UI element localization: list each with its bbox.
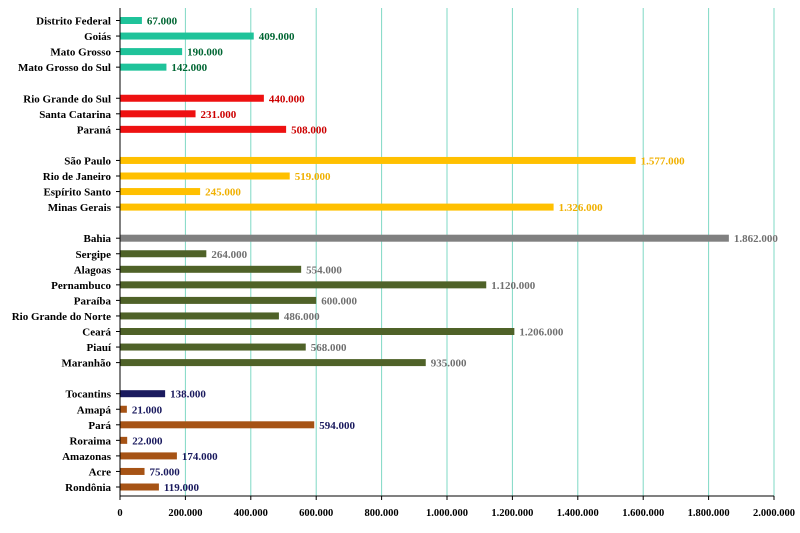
category-label: Maranhão [62, 358, 112, 370]
x-tick-label: 1.800.000 [688, 508, 730, 519]
value-label: 119.000 [164, 482, 200, 494]
bar [120, 281, 487, 289]
value-label: 935.000 [431, 358, 467, 370]
x-tick-label: 0 [117, 508, 122, 519]
bar [120, 405, 127, 413]
value-label: 264.000 [211, 249, 247, 261]
value-label: 22.000 [132, 435, 163, 447]
x-tick-label: 2.000.000 [753, 508, 795, 519]
bar [120, 265, 302, 273]
value-label: 245.000 [205, 187, 241, 199]
category-label: São Paulo [64, 155, 111, 167]
value-label: 138.000 [170, 389, 206, 401]
x-tick-label: 1.400.000 [557, 508, 599, 519]
category-label: Bahia [83, 233, 111, 245]
value-label: 486.000 [284, 311, 320, 323]
value-label: 1.577.000 [641, 155, 686, 167]
bar [120, 203, 554, 211]
bar [120, 359, 426, 367]
category-label: Roraima [69, 435, 111, 447]
category-label: Minas Gerais [48, 202, 112, 214]
x-axis: 0 200.000 400.000 600.000 800.000 1.000.000 1.… [116, 8, 795, 519]
bar [120, 296, 317, 304]
gridlines [184, 8, 775, 496]
value-label: 508.000 [291, 124, 327, 136]
bar [120, 94, 264, 102]
category-label: Pernambuco [51, 280, 111, 292]
bar [120, 312, 279, 320]
x-tick-label: 200.000 [168, 508, 202, 519]
value-label: 174.000 [182, 451, 218, 463]
category-label: Rondônia [65, 482, 111, 494]
bar [120, 328, 515, 335]
bar [120, 172, 290, 180]
category-label: Mato Grosso do Sul [18, 62, 111, 74]
bar [120, 421, 315, 429]
category-label: Goiás [84, 31, 112, 43]
category-label: Pará [88, 420, 111, 432]
x-tick-label: 600.000 [299, 508, 333, 519]
x-tick-label: 800.000 [365, 508, 399, 519]
bar [120, 110, 196, 118]
category-label: Rio de Janeiro [43, 171, 112, 183]
value-label: 594.000 [319, 420, 355, 432]
category-label: Amazonas [62, 451, 112, 463]
category-label: Amapá [77, 404, 112, 416]
bar [120, 48, 183, 56]
bar [120, 467, 145, 475]
category-label: Paraná [77, 124, 112, 136]
value-label: 21.000 [132, 404, 163, 416]
bar [120, 452, 177, 460]
value-label: 231.000 [201, 109, 237, 121]
value-label: 568.000 [311, 342, 347, 354]
category-label: Sergipe [76, 249, 112, 261]
category-labels: Distrito Federal Goiás Mato Grosso Mato Gro… [12, 16, 112, 495]
category-label: Piauí [87, 342, 112, 354]
bars [120, 17, 729, 491]
category-label: Alagoas [74, 264, 112, 276]
value-label: 1.862.000 [734, 233, 779, 245]
value-label: 440.000 [269, 93, 305, 105]
category-label: Rio Grande do Norte [12, 311, 111, 323]
bar [120, 234, 729, 242]
bar [120, 125, 287, 133]
bar [120, 17, 142, 24]
bar [120, 63, 167, 71]
category-label: Paraíba [74, 295, 112, 307]
x-tick-label: 1.000.000 [426, 508, 468, 519]
category-label: Mato Grosso [50, 47, 111, 59]
bar [120, 156, 636, 164]
value-label: 142.000 [171, 62, 207, 74]
x-tick-label: 1.200.000 [491, 508, 533, 519]
value-label: 1.120.000 [491, 280, 536, 292]
category-label: Espírito Santo [43, 187, 111, 199]
category-label: Tocantins [66, 389, 112, 401]
value-label: 600.000 [321, 295, 357, 307]
value-label: 67.000 [147, 16, 178, 28]
value-label: 409.000 [259, 31, 295, 43]
bar [120, 436, 128, 444]
category-label: Acre [89, 466, 112, 478]
value-label: 75.000 [150, 466, 181, 478]
value-label: 190.000 [187, 47, 223, 59]
value-label: 1.326.000 [559, 202, 604, 214]
bar [120, 32, 254, 40]
bar [120, 390, 166, 398]
bar [120, 250, 207, 258]
x-tick-label: 400.000 [234, 508, 268, 519]
bar [120, 188, 201, 196]
bar [120, 483, 159, 491]
category-label: Rio Grande do Sul [23, 93, 111, 105]
bar [120, 343, 306, 351]
category-label: Santa Catarina [39, 109, 111, 121]
value-label: 554.000 [306, 264, 342, 276]
value-label: 1.206.000 [519, 327, 564, 339]
category-label: Distrito Federal [36, 16, 111, 28]
value-labels: 67.000 409.000 190.000 142.000 440.000 231.00… [132, 16, 779, 495]
value-label: 519.000 [295, 171, 331, 183]
category-label: Ceará [82, 327, 111, 339]
x-tick-label: 1.600.000 [622, 508, 664, 519]
